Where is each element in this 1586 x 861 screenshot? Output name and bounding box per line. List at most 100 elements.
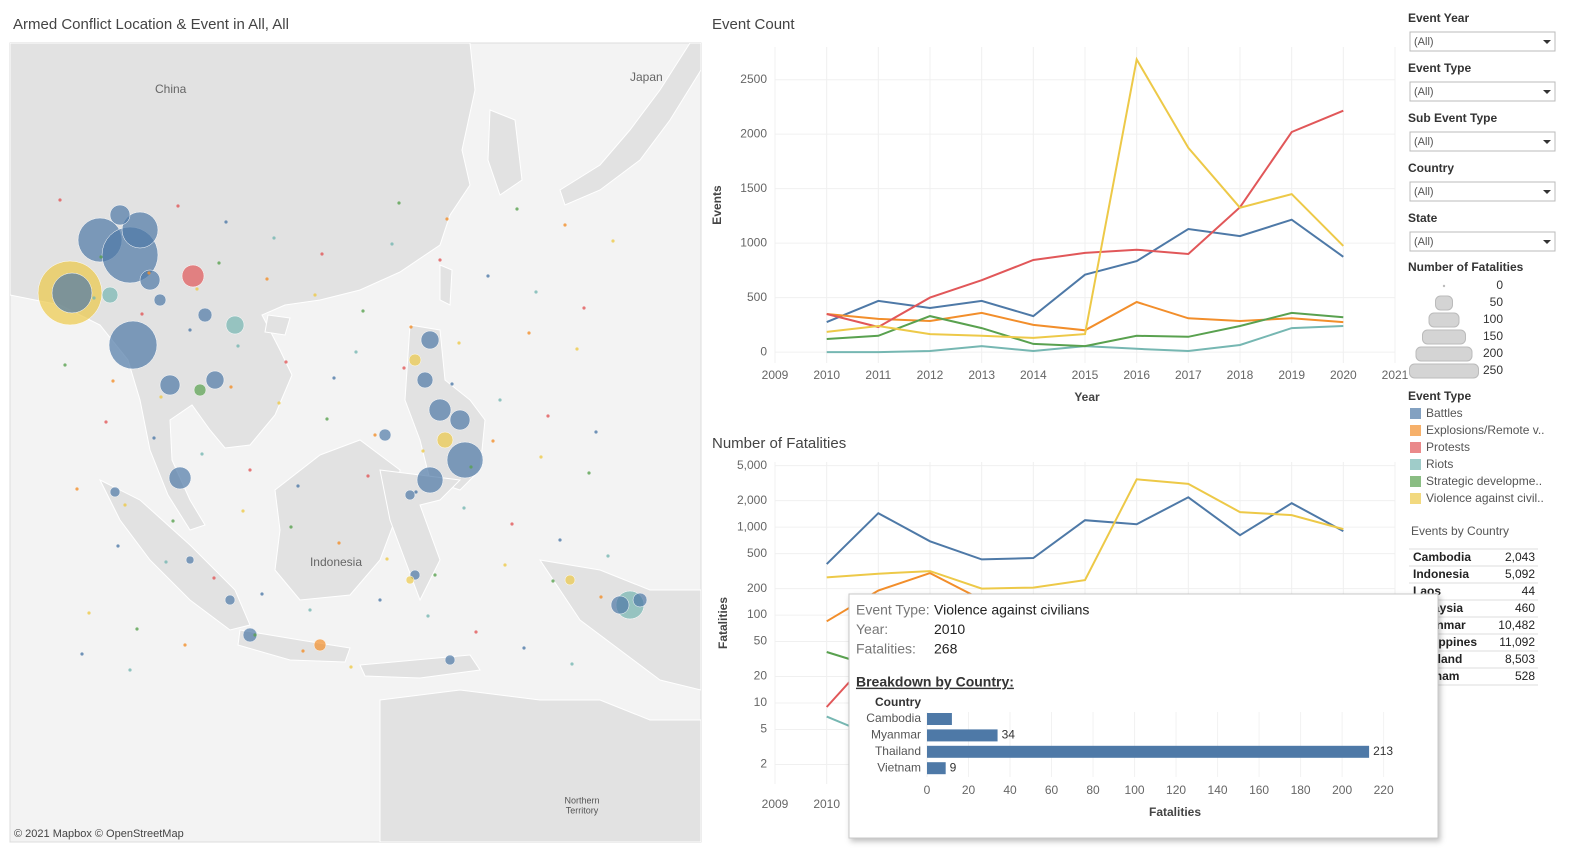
bar[interactable] [927, 745, 1370, 758]
series-line[interactable] [826, 56, 1345, 339]
event-bubble[interactable] [378, 428, 392, 442]
event-dot [527, 331, 531, 335]
value-label: 9 [950, 760, 957, 774]
mainland [10, 43, 476, 531]
event-bubble[interactable] [242, 627, 258, 643]
legend-swatch[interactable] [1410, 408, 1421, 419]
event-dot [570, 662, 574, 666]
event-dot [284, 360, 288, 364]
series-line[interactable] [826, 109, 1344, 329]
series-line[interactable] [826, 478, 1344, 590]
filter-dropdown[interactable] [1409, 31, 1556, 52]
tooltip-value: Violence against civilians [934, 602, 1089, 618]
event-bubble[interactable] [436, 431, 454, 449]
event-bubble[interactable] [139, 269, 161, 291]
bar[interactable] [927, 762, 946, 775]
bar[interactable] [927, 729, 998, 742]
size-swatch [1422, 329, 1466, 345]
legend-label[interactable]: Protests [1426, 440, 1470, 454]
event-dot [510, 522, 514, 526]
filter-dropdown[interactable] [1409, 181, 1556, 202]
map-panel: Armed Conflict Location & Event in All, … [9, 16, 702, 843]
event-bubble[interactable] [428, 398, 452, 422]
legend-title: Number of Fatalities [1408, 260, 1524, 274]
legend-label[interactable]: Strategic developme.. [1426, 474, 1542, 488]
event-bubble[interactable] [109, 204, 131, 226]
event-bubble[interactable] [416, 466, 444, 494]
event-bubble[interactable] [109, 486, 121, 498]
legend-label[interactable]: Battles [1426, 406, 1463, 420]
event-bubble[interactable] [193, 383, 207, 397]
event-bubble[interactable] [404, 489, 416, 501]
legend-label[interactable]: Violence against civil.. [1426, 491, 1544, 505]
event-dot [320, 252, 324, 256]
filter-dropdown[interactable] [1409, 81, 1556, 102]
event-bubble[interactable] [449, 409, 471, 431]
event-bubble[interactable] [444, 654, 456, 666]
legend-swatch[interactable] [1410, 442, 1421, 453]
japan [559, 43, 701, 206]
legend-swatch[interactable] [1410, 425, 1421, 436]
event-bubble[interactable] [121, 211, 159, 249]
x-tick-label: 2013 [968, 368, 995, 382]
map-label: Territory [566, 805, 599, 815]
y-tick-label: 2 [760, 757, 767, 771]
x-tick-label: 0 [924, 783, 931, 797]
y-tick-label: 5 [760, 722, 767, 736]
event-dot [582, 306, 586, 310]
event-bubble[interactable] [446, 441, 484, 479]
filter-dropdown[interactable] [1409, 131, 1556, 152]
event-dot [599, 595, 603, 599]
event-bubble[interactable] [313, 638, 327, 652]
event-bubble[interactable] [224, 594, 236, 606]
event-bubble[interactable] [168, 466, 192, 490]
event-dot [128, 668, 132, 672]
event-dot [575, 347, 579, 351]
legend-swatch[interactable] [1410, 476, 1421, 487]
event-bubble[interactable] [197, 307, 213, 323]
event-bubble[interactable] [159, 374, 181, 396]
event-dot [378, 598, 382, 602]
filter-label: Event Year [1408, 11, 1469, 25]
event-dot [361, 309, 365, 313]
legend-label[interactable]: Riots [1426, 457, 1453, 471]
event-bubble[interactable] [181, 264, 205, 288]
event-dot [176, 204, 180, 208]
legend-swatch[interactable] [1410, 493, 1421, 504]
event-bubble[interactable] [416, 371, 434, 389]
event-bubble[interactable] [610, 595, 630, 615]
event-dot [224, 220, 228, 224]
x-tick-label: 2015 [1072, 368, 1099, 382]
series-line[interactable] [825, 496, 1344, 565]
tooltip: Event Type: Violence against civilians Yea… [848, 593, 1439, 839]
event-bubble[interactable] [564, 574, 576, 586]
event-bubble[interactable] [408, 353, 422, 367]
event-bubble[interactable] [185, 555, 195, 565]
bar[interactable] [927, 713, 952, 725]
map-label: China [155, 82, 187, 96]
filter-value: (All) [1414, 236, 1434, 248]
event-dot [140, 312, 144, 316]
series-line[interactable] [826, 218, 1344, 324]
x-tick-label: 2009 [762, 797, 789, 811]
filter-dropdown[interactable] [1409, 231, 1556, 252]
event-bubble[interactable] [420, 330, 440, 350]
event-bubble[interactable] [101, 286, 119, 304]
event-bubble[interactable] [205, 370, 225, 390]
event-bubble[interactable] [51, 272, 93, 314]
event-bubble[interactable] [632, 592, 648, 608]
filter-value: (All) [1414, 186, 1434, 198]
event-bubble[interactable] [405, 575, 415, 585]
event-dot [438, 258, 442, 262]
event-bubble[interactable] [225, 315, 245, 335]
event-dot [253, 633, 257, 637]
country-name: Indonesia [1413, 567, 1469, 581]
event-bubble[interactable] [108, 320, 158, 370]
legend-swatch[interactable] [1410, 459, 1421, 470]
series-line[interactable] [826, 311, 1344, 348]
x-tick-label: 140 [1208, 783, 1228, 797]
legend-label[interactable]: Explosions/Remote v.. [1426, 423, 1545, 437]
dropdown-arrow [1543, 140, 1551, 144]
country-count: 44 [1522, 584, 1536, 598]
event-bubble[interactable] [153, 293, 167, 307]
